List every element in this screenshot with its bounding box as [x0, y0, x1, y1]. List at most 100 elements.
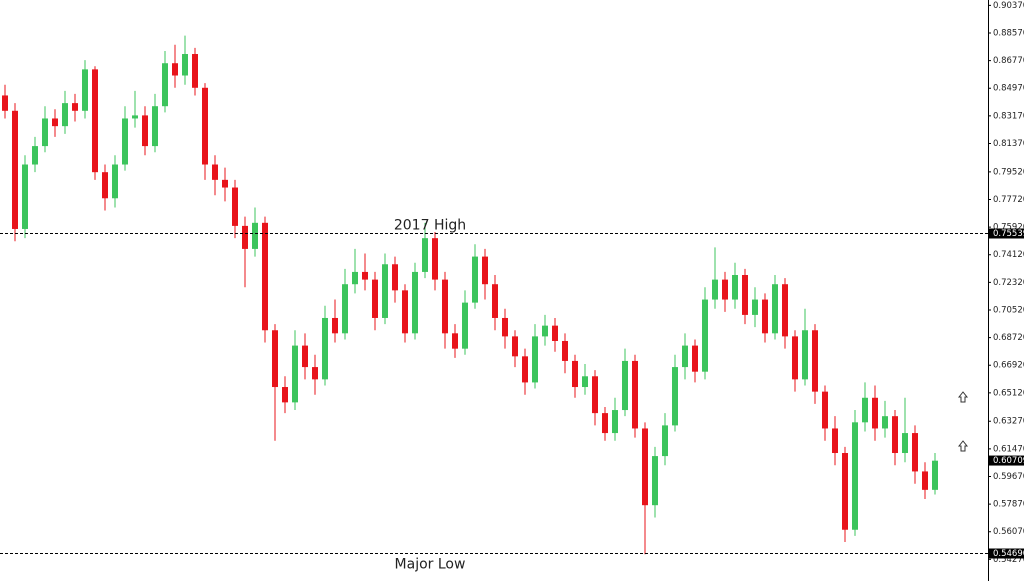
candle-body — [302, 345, 308, 368]
candle-body — [852, 422, 858, 530]
candle-body — [222, 179, 228, 188]
candle-body — [512, 336, 518, 357]
price-tag — [989, 548, 1024, 559]
candle-body — [622, 360, 628, 411]
candle-body — [392, 264, 398, 291]
alert-arrow — [957, 391, 969, 452]
candle-body — [162, 63, 168, 107]
candle-body — [922, 471, 928, 490]
y-tick-label: 0.54270 — [993, 555, 1024, 565]
candle-body — [732, 275, 738, 300]
candle-body — [912, 433, 918, 472]
candle-body — [362, 271, 368, 280]
candle-body — [482, 256, 488, 285]
candle-body — [292, 345, 298, 403]
candle-body — [862, 397, 868, 423]
candle-body — [832, 428, 838, 454]
candle-body — [662, 425, 668, 457]
candle-body — [212, 164, 218, 180]
candle-body — [762, 299, 768, 334]
candle-body — [642, 428, 648, 506]
candle-body — [142, 115, 148, 147]
price-tag — [989, 228, 1024, 239]
candle-body — [182, 54, 188, 76]
candle-body — [792, 336, 798, 380]
candle-body — [932, 460, 938, 490]
candle-body — [52, 118, 58, 127]
candle-body — [472, 256, 478, 303]
candle-body — [772, 284, 778, 334]
level-annotation: 2017 High — [394, 218, 466, 234]
candle-body — [462, 302, 468, 349]
candle-body — [382, 264, 388, 318]
candle-body — [72, 103, 78, 111]
candle-body — [812, 330, 818, 392]
candle-body — [692, 345, 698, 372]
candle-body — [782, 284, 788, 337]
candle-body — [652, 456, 658, 506]
last-price-tag — [989, 455, 1024, 466]
candle-body — [532, 336, 538, 383]
candle-body — [872, 397, 878, 429]
candle-body — [902, 433, 908, 454]
candle-body — [332, 317, 338, 334]
candle-body — [752, 299, 758, 315]
candle-body — [62, 103, 68, 127]
candle-body — [452, 333, 458, 349]
candle-body — [802, 330, 808, 380]
candle-body — [632, 360, 638, 429]
candle-body — [2, 95, 8, 111]
candle-body — [672, 367, 678, 426]
candle-body — [412, 271, 418, 334]
candle-body — [572, 360, 578, 388]
candle-body — [232, 187, 238, 226]
last-price-label: 0.60709 — [993, 456, 1024, 466]
candle-body — [252, 222, 258, 249]
candle-body — [712, 279, 718, 300]
candle-body — [102, 172, 108, 199]
candle-body — [372, 279, 378, 318]
candle-body — [682, 345, 688, 368]
candle-body — [442, 279, 448, 334]
candle-body — [112, 164, 118, 199]
candle-body — [432, 238, 438, 280]
candle-body — [352, 271, 358, 285]
candle-body — [842, 453, 848, 530]
candle-body — [612, 410, 618, 434]
candle-body — [882, 416, 888, 429]
candle-body — [42, 118, 48, 147]
candle-body — [552, 325, 558, 341]
candle-body — [282, 387, 288, 403]
candle-body — [312, 367, 318, 380]
candle-body — [152, 106, 158, 147]
candle-body — [582, 376, 588, 388]
candle-body — [402, 290, 408, 334]
candle-body — [32, 146, 38, 165]
candle-body — [592, 376, 598, 414]
candle-body — [12, 110, 18, 229]
candle-body — [492, 284, 498, 318]
candle-body — [172, 63, 178, 76]
candle-body — [262, 222, 268, 331]
candle-body — [522, 356, 528, 383]
candle-body — [702, 299, 708, 372]
candle-body — [242, 225, 248, 249]
candle-body — [422, 238, 428, 272]
